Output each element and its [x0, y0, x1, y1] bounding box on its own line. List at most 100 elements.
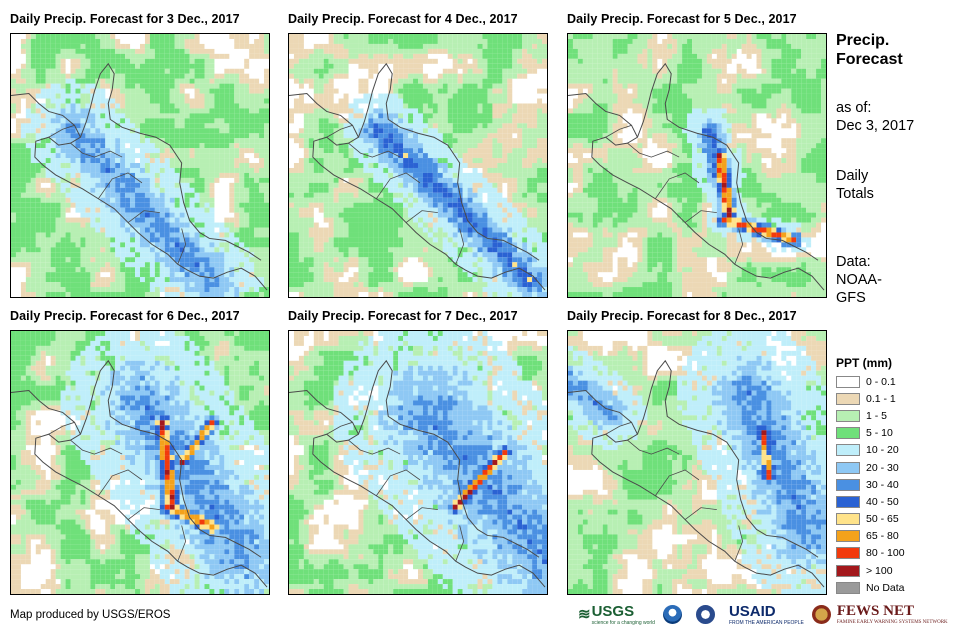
precip-cell [542, 192, 547, 198]
precip-cell [30, 242, 36, 248]
precip-cell [105, 192, 111, 198]
precip-cell [378, 227, 384, 233]
precip-cell [393, 232, 399, 238]
precip-cell [154, 192, 160, 198]
precip-cell [229, 182, 235, 188]
precip-cell [418, 83, 423, 89]
precip-cell [442, 73, 448, 79]
precip-cell [90, 68, 96, 74]
precip-cell [442, 34, 448, 39]
precip-cell [100, 43, 106, 49]
precip-cell [527, 48, 533, 54]
precip-cell [11, 148, 16, 154]
precip-cell [254, 43, 260, 49]
precip-cell [224, 227, 230, 233]
precip-cell [482, 182, 488, 188]
precip-cell [135, 217, 140, 223]
precip-cell [154, 172, 160, 178]
precip-cell [174, 257, 180, 263]
precip-cell [70, 73, 76, 79]
precip-cell [189, 58, 195, 64]
precip-cell [388, 272, 394, 278]
precip-cell [378, 202, 384, 208]
precip-cell [239, 252, 245, 258]
precip-cell [70, 108, 76, 114]
precip-cell [194, 113, 200, 119]
precip-cell [254, 197, 260, 203]
precip-cell [164, 53, 170, 59]
precip-cell [15, 217, 21, 223]
precip-cell [149, 118, 155, 124]
precip-cell [388, 98, 394, 104]
precip-cell [204, 182, 210, 188]
precip-cell [403, 73, 409, 79]
precip-cell [313, 63, 319, 69]
precip-cell [328, 163, 334, 168]
precip-cell [517, 207, 523, 213]
precip-cell [100, 53, 106, 59]
precip-cell [95, 133, 101, 139]
precip-cell [452, 83, 458, 89]
precip-cell [95, 38, 101, 44]
precip-cell [159, 118, 165, 124]
precip-cell [70, 83, 76, 89]
precip-cell [512, 38, 518, 44]
precip-cell [388, 163, 394, 168]
precip-cell [184, 217, 190, 223]
precip-cell [358, 118, 364, 124]
precip-cell [50, 202, 56, 208]
precip-cell [55, 237, 61, 243]
precip-cell [30, 158, 36, 164]
precip-cell [333, 153, 339, 159]
precip-cell [512, 43, 518, 49]
precip-cell [144, 128, 150, 134]
precip-cell [219, 103, 225, 109]
precip-cell [333, 58, 339, 64]
precip-cell [125, 202, 131, 208]
precip-cell [50, 143, 56, 149]
precip-cell [204, 108, 210, 114]
precip-cell [30, 167, 36, 173]
precip-cell [308, 192, 314, 198]
precip-cell [393, 34, 399, 39]
precip-cell [234, 197, 240, 203]
precip-cell [110, 272, 116, 278]
precip-cell [452, 277, 458, 283]
precip-cell [189, 267, 195, 273]
precip-cell [532, 222, 538, 228]
precip-cell [189, 172, 195, 178]
precip-cell [244, 148, 250, 154]
precip-cell [199, 83, 205, 89]
precip-cell [502, 222, 508, 228]
precip-cell [254, 103, 260, 109]
precip-cell [140, 257, 145, 263]
precip-cell [427, 83, 433, 89]
precip-cell [517, 277, 523, 283]
precip-cell [293, 163, 299, 168]
precip-cell [308, 242, 314, 248]
precip-cell [40, 133, 46, 139]
precip-cell [373, 222, 379, 228]
precip-cell [259, 232, 265, 238]
precip-cell [452, 192, 458, 198]
precip-cell [353, 167, 359, 173]
precip-cell [100, 118, 106, 124]
precip-cell [318, 43, 324, 49]
precip-cell [408, 103, 414, 109]
precip-cell [363, 148, 369, 154]
precip-cell [422, 247, 428, 253]
precip-cell [398, 242, 404, 248]
precip-cell [497, 48, 503, 54]
precip-cell [303, 282, 309, 288]
precip-cell [303, 207, 309, 213]
precip-cell [140, 163, 145, 168]
precip-cell [497, 58, 503, 64]
precip-cell [373, 252, 379, 258]
precip-cell [95, 237, 101, 243]
precip-cell [169, 167, 175, 173]
precip-cell [219, 222, 225, 228]
precip-cell [100, 138, 106, 144]
precip-cell [254, 123, 260, 129]
precip-cell [358, 108, 364, 114]
precip-cell [422, 202, 428, 208]
